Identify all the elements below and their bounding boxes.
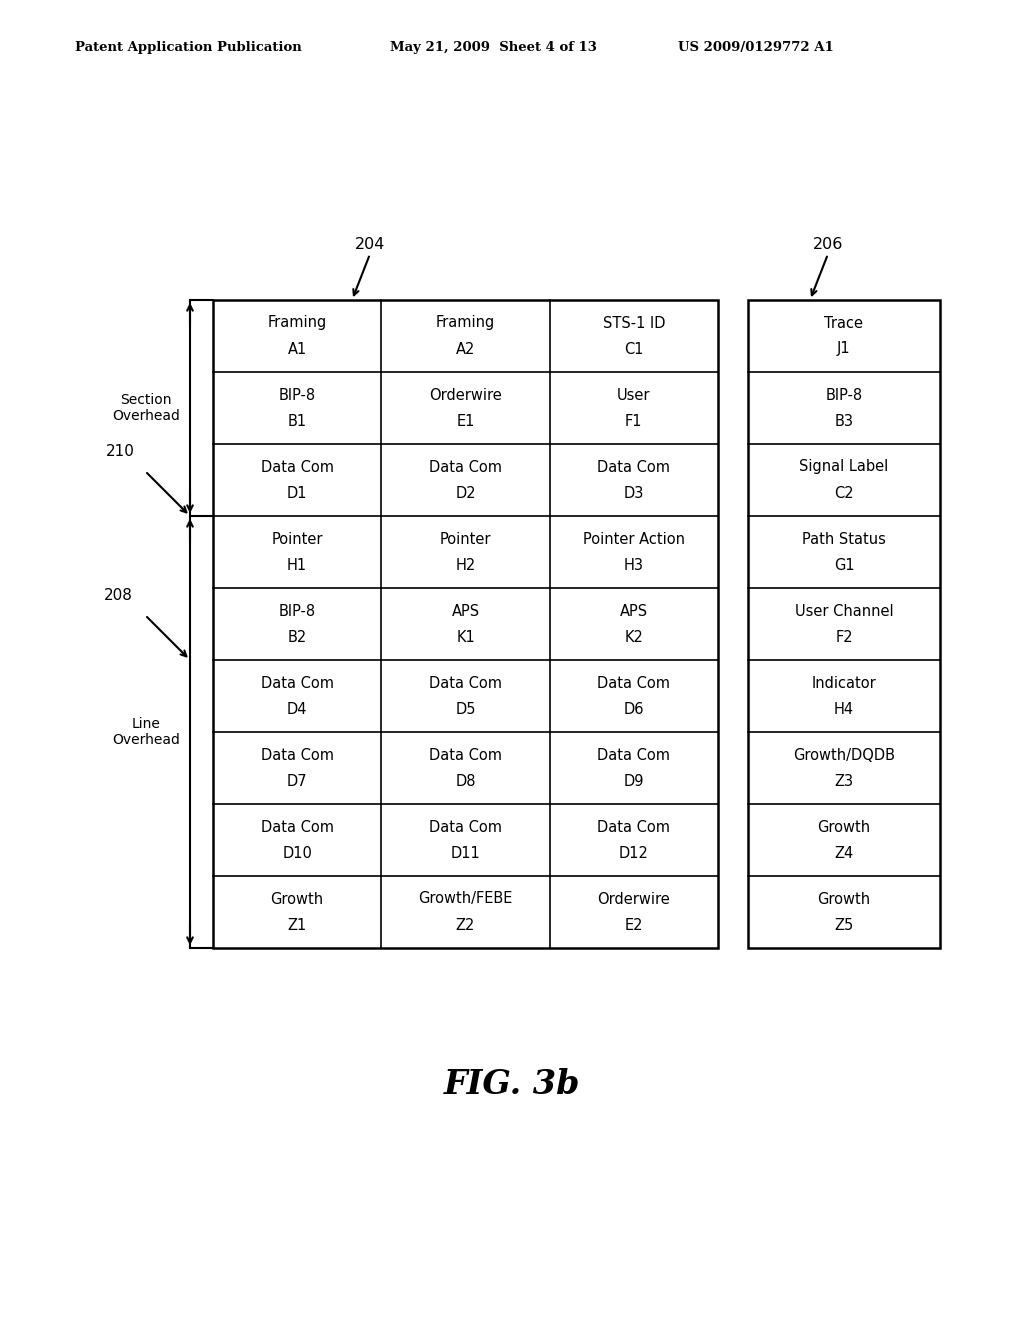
Text: May 21, 2009  Sheet 4 of 13: May 21, 2009 Sheet 4 of 13	[390, 41, 597, 54]
Text: Framing: Framing	[267, 315, 327, 330]
Text: Framing: Framing	[436, 315, 496, 330]
Text: D8: D8	[456, 774, 476, 788]
Text: 206: 206	[813, 238, 843, 252]
Text: Section
Overhead: Section Overhead	[112, 393, 180, 424]
Text: B1: B1	[288, 413, 307, 429]
Text: K2: K2	[625, 630, 643, 644]
Text: Data Com: Data Com	[597, 459, 671, 474]
Bar	[213, 300, 718, 948]
Text: B3: B3	[835, 413, 853, 429]
Text: Growth/DQDB: Growth/DQDB	[793, 747, 895, 763]
Text: Data Com: Data Com	[597, 747, 671, 763]
Text: Data Com: Data Com	[429, 747, 502, 763]
Text: Path Status: Path Status	[802, 532, 886, 546]
Text: Data Com: Data Com	[597, 820, 671, 834]
Text: Z2: Z2	[456, 917, 475, 932]
Text: Growth: Growth	[270, 891, 324, 907]
Text: Growth/FEBE: Growth/FEBE	[419, 891, 513, 907]
Text: FIG. 3b: FIG. 3b	[443, 1068, 581, 1101]
Text: H2: H2	[456, 557, 475, 573]
Text: Trace: Trace	[824, 315, 863, 330]
Text: Orderwire: Orderwire	[429, 388, 502, 403]
Text: A1: A1	[288, 342, 307, 356]
Text: User: User	[617, 388, 650, 403]
Text: K1: K1	[456, 630, 475, 644]
Text: STS-1 ID: STS-1 ID	[602, 315, 665, 330]
Text: C2: C2	[835, 486, 854, 500]
Text: Line
Overhead: Line Overhead	[112, 717, 180, 747]
Text: H3: H3	[624, 557, 644, 573]
Text: D11: D11	[451, 846, 480, 861]
Text: Data Com: Data Com	[261, 459, 334, 474]
Text: BIP-8: BIP-8	[825, 388, 862, 403]
Text: Patent Application Publication: Patent Application Publication	[75, 41, 302, 54]
Text: BIP-8: BIP-8	[279, 388, 315, 403]
Text: Data Com: Data Com	[429, 459, 502, 474]
Text: E1: E1	[457, 413, 475, 429]
Text: Z3: Z3	[835, 774, 854, 788]
Text: Pointer: Pointer	[271, 532, 323, 546]
Text: D6: D6	[624, 701, 644, 717]
Text: B2: B2	[288, 630, 307, 644]
Text: Data Com: Data Com	[429, 820, 502, 834]
Text: J1: J1	[838, 342, 851, 356]
Text: D1: D1	[287, 486, 307, 500]
Text: F2: F2	[836, 630, 853, 644]
Text: 204: 204	[354, 238, 385, 252]
Text: C1: C1	[624, 342, 643, 356]
Text: Z1: Z1	[288, 917, 307, 932]
Text: Pointer: Pointer	[439, 532, 492, 546]
Text: APS: APS	[620, 603, 648, 619]
Text: BIP-8: BIP-8	[279, 603, 315, 619]
Text: Data Com: Data Com	[261, 676, 334, 690]
Text: Data Com: Data Com	[429, 676, 502, 690]
Text: D9: D9	[624, 774, 644, 788]
Text: G1: G1	[834, 557, 854, 573]
Text: D7: D7	[287, 774, 307, 788]
Text: D12: D12	[618, 846, 649, 861]
Text: H4: H4	[834, 701, 854, 717]
Text: Data Com: Data Com	[261, 747, 334, 763]
Text: Growth: Growth	[817, 820, 870, 834]
Text: Z5: Z5	[835, 917, 854, 932]
Text: E2: E2	[625, 917, 643, 932]
Text: Growth: Growth	[817, 891, 870, 907]
Text: Signal Label: Signal Label	[800, 459, 889, 474]
Text: Data Com: Data Com	[597, 676, 671, 690]
Text: D3: D3	[624, 486, 644, 500]
Text: US 2009/0129772 A1: US 2009/0129772 A1	[678, 41, 834, 54]
Text: H1: H1	[287, 557, 307, 573]
Text: A2: A2	[456, 342, 475, 356]
Text: D4: D4	[287, 701, 307, 717]
Text: Z4: Z4	[835, 846, 854, 861]
Text: User Channel: User Channel	[795, 603, 893, 619]
Text: D5: D5	[456, 701, 476, 717]
Bar	[748, 300, 940, 948]
Text: Pointer Action: Pointer Action	[583, 532, 685, 546]
Text: D10: D10	[283, 846, 312, 861]
Text: D2: D2	[456, 486, 476, 500]
Text: APS: APS	[452, 603, 479, 619]
Text: F1: F1	[625, 413, 643, 429]
Text: Data Com: Data Com	[261, 820, 334, 834]
Text: Orderwire: Orderwire	[597, 891, 671, 907]
Text: 210: 210	[105, 444, 134, 458]
Text: Indicator: Indicator	[812, 676, 877, 690]
Text: 208: 208	[103, 587, 132, 602]
